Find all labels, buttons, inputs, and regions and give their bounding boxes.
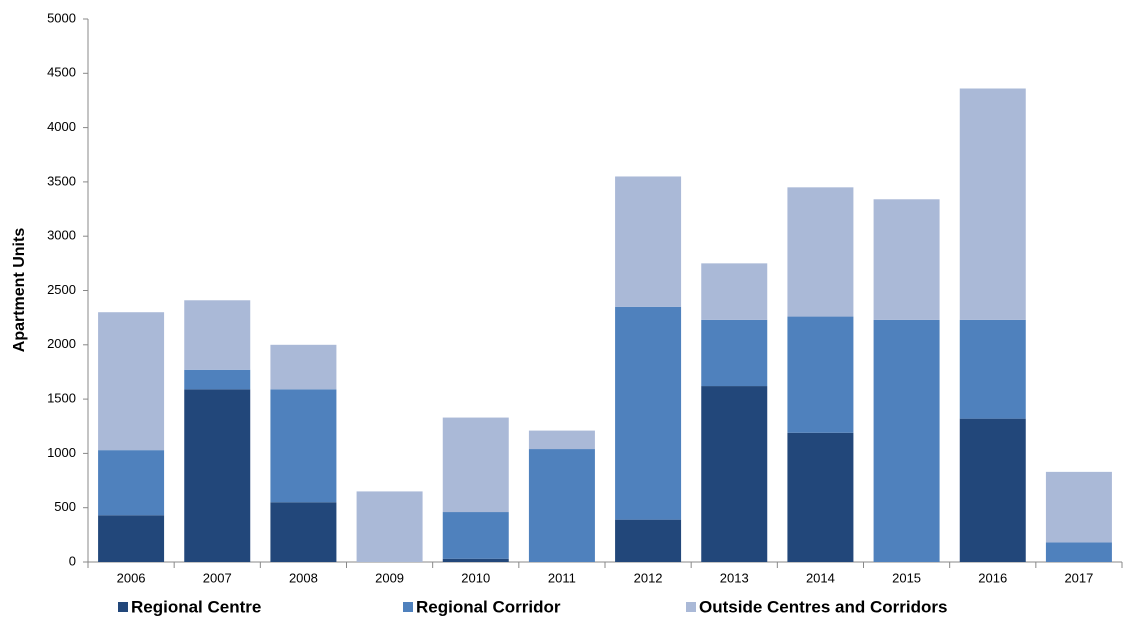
x-tick-label: 2012 bbox=[634, 570, 663, 585]
y-tick-label: 500 bbox=[54, 499, 76, 514]
bar-segment bbox=[270, 344, 337, 390]
bar-segment bbox=[615, 306, 682, 520]
x-tick-label: 2009 bbox=[375, 570, 404, 585]
bar-segment bbox=[270, 389, 337, 503]
bar-segment bbox=[442, 512, 509, 559]
x-tick-label: 2016 bbox=[978, 570, 1007, 585]
bar-segment bbox=[701, 319, 768, 387]
x-tick-label: 2008 bbox=[289, 570, 318, 585]
bar-segment bbox=[184, 369, 251, 390]
bar-segment bbox=[959, 319, 1026, 419]
bar-segment bbox=[98, 515, 165, 562]
bar-segment bbox=[528, 449, 595, 562]
legend-swatch bbox=[686, 602, 696, 612]
x-tick-label: 2015 bbox=[892, 570, 921, 585]
y-tick-label: 4000 bbox=[47, 119, 76, 134]
bar-segment bbox=[356, 491, 423, 562]
bar-segment bbox=[184, 300, 251, 370]
bar-segment bbox=[1045, 471, 1112, 543]
bar-segment bbox=[787, 316, 854, 433]
legend-label: Regional Corridor bbox=[416, 597, 561, 616]
y-tick-label: 3000 bbox=[47, 228, 76, 243]
bar-segment bbox=[787, 432, 854, 562]
bar-segment bbox=[615, 519, 682, 562]
bar-segment bbox=[873, 319, 940, 562]
bar-segment bbox=[98, 312, 165, 451]
x-tick-label: 2006 bbox=[117, 570, 146, 585]
y-axis-label: Apartment Units bbox=[11, 228, 28, 353]
x-tick-label: 2010 bbox=[461, 570, 490, 585]
bar-segment bbox=[98, 450, 165, 516]
bar-segment bbox=[615, 176, 682, 307]
bar-segment bbox=[442, 558, 509, 562]
bar-segment bbox=[959, 88, 1026, 320]
x-tick-label: 2013 bbox=[720, 570, 749, 585]
bar-segment bbox=[873, 199, 940, 320]
legend-label: Outside Centres and Corridors bbox=[699, 597, 947, 616]
bar-segment bbox=[701, 263, 768, 320]
bar-segment bbox=[787, 187, 854, 317]
legend-swatch bbox=[118, 602, 128, 612]
bar-segment bbox=[184, 389, 251, 562]
y-tick-label: 0 bbox=[69, 553, 76, 568]
x-tick-label: 2011 bbox=[548, 570, 576, 585]
y-tick-label: 3500 bbox=[47, 173, 76, 188]
legend-swatch bbox=[403, 602, 413, 612]
y-tick-label: 5000 bbox=[47, 10, 76, 25]
bar-segment bbox=[270, 502, 337, 562]
x-tick-label: 2014 bbox=[806, 570, 835, 585]
legend-label: Regional Centre bbox=[131, 597, 261, 616]
bar-segment bbox=[528, 430, 595, 450]
x-tick-label: 2007 bbox=[203, 570, 232, 585]
bar-segment bbox=[1045, 542, 1112, 562]
y-tick-label: 1500 bbox=[47, 391, 76, 406]
bar-segment bbox=[442, 417, 509, 513]
x-tick-label: 2017 bbox=[1064, 570, 1093, 585]
bar-segment bbox=[959, 418, 1026, 562]
bar-segment bbox=[701, 386, 768, 562]
y-tick-label: 4500 bbox=[47, 65, 76, 80]
y-tick-label: 2000 bbox=[47, 336, 76, 351]
y-tick-label: 1000 bbox=[47, 445, 76, 460]
y-tick-label: 2500 bbox=[47, 282, 76, 297]
